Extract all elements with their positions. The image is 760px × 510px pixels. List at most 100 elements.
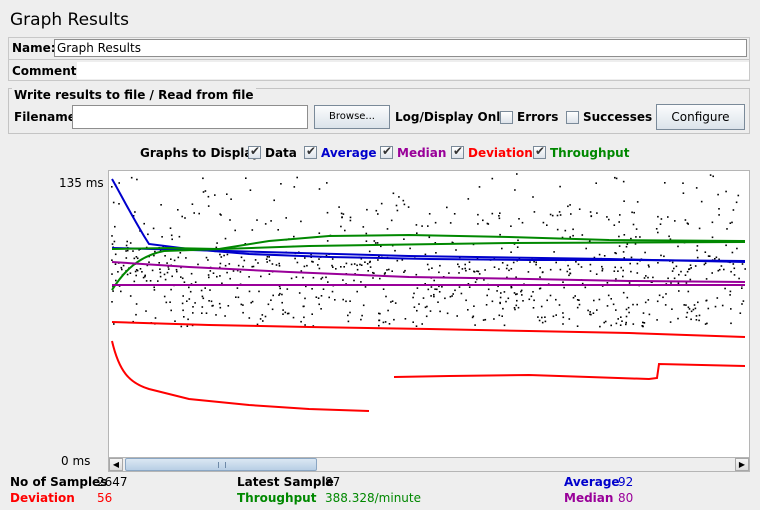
- data-point: [369, 260, 371, 263]
- data-point: [732, 209, 735, 211]
- data-point: [380, 202, 383, 205]
- data-point: [426, 305, 428, 308]
- data-point: [145, 280, 148, 282]
- data-point: [436, 288, 438, 291]
- scroll-right-icon[interactable]: ▶: [735, 458, 749, 471]
- data-point: [577, 263, 580, 266]
- data-point: [656, 319, 658, 321]
- data-point: [388, 323, 391, 325]
- data-point: [402, 199, 405, 202]
- data-point: [321, 276, 324, 279]
- data-point: [302, 276, 304, 279]
- data-point: [300, 270, 303, 272]
- data-point: [694, 307, 697, 310]
- data-point: [589, 270, 592, 272]
- data-point: [647, 276, 649, 279]
- data-point: [622, 291, 625, 294]
- data-point: [218, 302, 221, 305]
- data-point: [207, 259, 209, 261]
- data-point: [424, 253, 427, 256]
- configure-button[interactable]: Configure: [656, 104, 745, 130]
- data-point: [292, 316, 295, 319]
- data-point: [379, 277, 381, 280]
- data-point: [657, 231, 659, 234]
- data-point: [136, 257, 139, 260]
- data-point: [614, 266, 616, 269]
- data-point: [169, 301, 171, 303]
- data-point: [248, 290, 251, 293]
- data-point: [154, 317, 157, 319]
- median-checkbox[interactable]: [380, 144, 393, 159]
- data-point: [505, 300, 507, 303]
- data-point: [688, 308, 691, 310]
- data-point: [361, 314, 363, 317]
- data-checkbox[interactable]: [248, 144, 261, 159]
- deviation-checkbox[interactable]: [451, 144, 464, 159]
- throughput-checkbox[interactable]: [533, 144, 546, 159]
- data-point: [232, 270, 235, 272]
- scroll-left-icon[interactable]: ◀: [109, 458, 123, 471]
- filename-input[interactable]: [72, 105, 308, 129]
- data-point: [607, 294, 610, 297]
- data-point: [122, 264, 125, 267]
- data-point: [555, 298, 557, 301]
- data-point: [204, 190, 207, 192]
- data-point: [341, 216, 343, 219]
- data-point: [544, 320, 547, 323]
- data-point: [473, 271, 476, 273]
- data-point: [533, 260, 535, 263]
- data-point: [163, 295, 166, 298]
- data-point: [503, 291, 506, 293]
- data-point: [312, 325, 315, 327]
- data-point: [732, 263, 735, 265]
- data-point: [491, 212, 494, 215]
- data-point: [240, 303, 243, 306]
- throughput-label: Throughput: [237, 491, 317, 505]
- data-point: [634, 243, 637, 245]
- errors-checkbox[interactable]: [500, 111, 513, 124]
- data-point: [325, 276, 327, 279]
- data-point: [318, 188, 321, 190]
- data-point: [223, 254, 225, 257]
- name-input[interactable]: Graph Results: [54, 39, 747, 57]
- data-point: [234, 229, 236, 232]
- data-point: [159, 249, 162, 252]
- data-point: [125, 257, 128, 259]
- comments-field[interactable]: [77, 62, 749, 79]
- data-point: [112, 290, 114, 292]
- data-point: [141, 271, 143, 273]
- data-point: [656, 300, 659, 303]
- data-point: [505, 267, 508, 270]
- data-point: [685, 316, 688, 318]
- data-point: [521, 294, 523, 296]
- data-point: [153, 286, 155, 289]
- data-point: [430, 286, 433, 288]
- data-point: [331, 264, 333, 267]
- scroll-thumb[interactable]: [125, 458, 317, 471]
- data-point: [723, 268, 725, 271]
- data-point: [598, 298, 601, 301]
- data-point: [163, 273, 166, 276]
- successes-checkbox[interactable]: [566, 111, 579, 124]
- data-point: [374, 242, 377, 244]
- data-point: [705, 299, 707, 302]
- horizontal-scrollbar[interactable]: ◀ ▶: [108, 457, 750, 472]
- data-point: [622, 251, 625, 253]
- data-point: [551, 214, 554, 217]
- data-point: [487, 223, 490, 225]
- data-point: [731, 221, 733, 224]
- average-checkbox[interactable]: [304, 144, 317, 159]
- data-point: [632, 303, 634, 306]
- browse-button[interactable]: Browse...: [314, 105, 390, 129]
- data-point: [659, 223, 662, 225]
- data-point: [619, 214, 621, 216]
- data-point: [259, 318, 262, 320]
- data-point: [645, 275, 647, 277]
- data-point: [603, 255, 606, 257]
- data-point: [669, 321, 672, 323]
- data-point: [566, 270, 569, 273]
- data-point: [200, 289, 203, 292]
- data-point: [647, 299, 650, 301]
- data-point: [596, 309, 598, 311]
- data-point: [266, 256, 269, 258]
